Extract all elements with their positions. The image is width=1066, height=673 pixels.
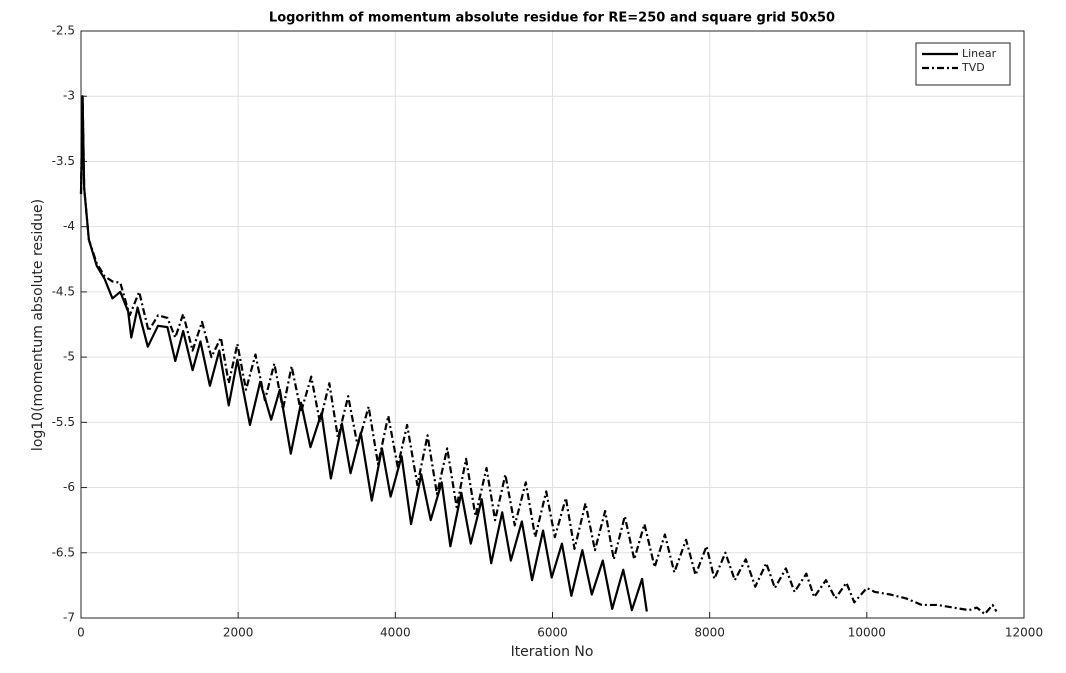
y-tick-label: -7: [63, 611, 75, 625]
x-tick-label: 10000: [848, 626, 886, 640]
y-tick-label: -5.5: [52, 415, 75, 429]
legend-box: [915, 42, 1011, 86]
x-axis-label: Iteration No: [511, 644, 594, 660]
x-tick-label: 0: [77, 626, 85, 640]
x-tick-label: 4000: [380, 626, 411, 640]
y-axis-label: log10(momentum absolute residue): [30, 199, 46, 451]
legend-label: TVD: [961, 61, 985, 74]
x-tick-label: 6000: [537, 626, 568, 640]
y-tick-label: -4.5: [52, 284, 75, 298]
x-tick-label: 2000: [223, 626, 254, 640]
y-tick-label: -6.5: [52, 545, 75, 559]
chart-title: Logorithm of momentum absolute residue f…: [269, 11, 835, 26]
axes-box: [80, 30, 1025, 619]
y-tick-label: -2.5: [52, 24, 75, 38]
x-tick-label: 12000: [1005, 626, 1043, 640]
y-tick-label: -3.5: [52, 154, 75, 168]
y-tick-label: -5: [63, 350, 75, 364]
legend-label: Linear: [962, 47, 997, 60]
y-tick-label: -6: [63, 480, 75, 494]
series-line: [79, 95, 998, 616]
y-tick-label: -3: [63, 89, 75, 103]
y-tick-label: -4: [63, 219, 75, 233]
x-tick-label: 8000: [694, 626, 725, 640]
series-line: [79, 95, 648, 612]
